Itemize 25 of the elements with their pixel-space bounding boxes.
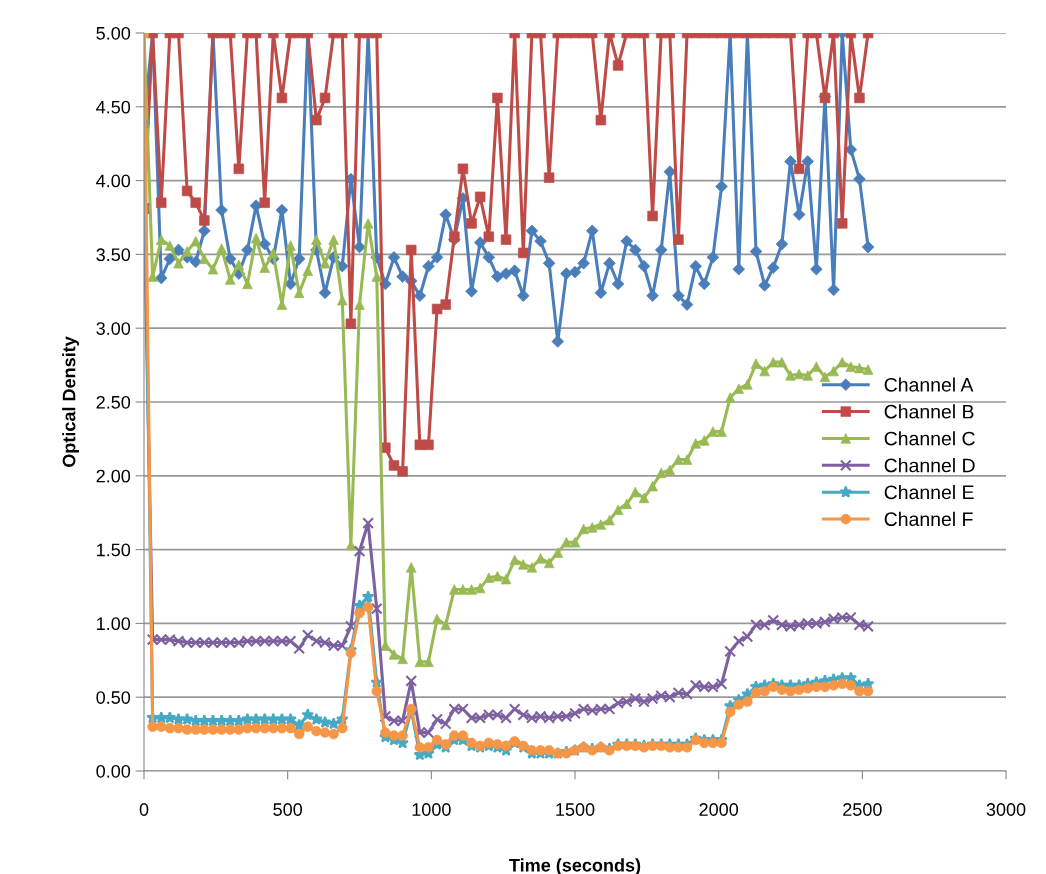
y-tick-label: 3.00 [96, 322, 131, 335]
x-tick-label: 2000 [699, 803, 739, 816]
y-tick-label: 0.50 [96, 691, 131, 704]
legend-label: Channel D [884, 458, 975, 473]
legend-label: Channel E [884, 484, 974, 500]
y-tick-label: 1.00 [97, 617, 131, 631]
legend-label: Channel F [884, 511, 973, 527]
legend-label: Channel C [884, 431, 975, 446]
y-tick-label: 4.50 [96, 100, 131, 114]
x-tick-label: 3000 [986, 803, 1026, 816]
legend-label: Channel A [884, 377, 974, 392]
x-tick-label: 1000 [412, 803, 451, 816]
y-tick-label: 2.50 [96, 395, 131, 409]
y-tick-label: 1.50 [97, 543, 131, 557]
y-tick-label: 5.00 [96, 26, 131, 40]
x-tick-label: 2500 [843, 803, 882, 816]
x-tick-label: 500 [273, 803, 303, 816]
y-tick-label: 4.00 [96, 174, 131, 188]
x-tick-label: 0 [139, 803, 149, 816]
y-tick-label: 0.00 [96, 764, 131, 778]
y-tick-label: 2.00 [96, 469, 131, 483]
legend-label: Channel B [884, 404, 974, 419]
x-tick-label: 1500 [556, 803, 595, 816]
y-tick-label: 3.50 [96, 248, 131, 262]
y-axis-title: Optical Density [62, 336, 79, 467]
